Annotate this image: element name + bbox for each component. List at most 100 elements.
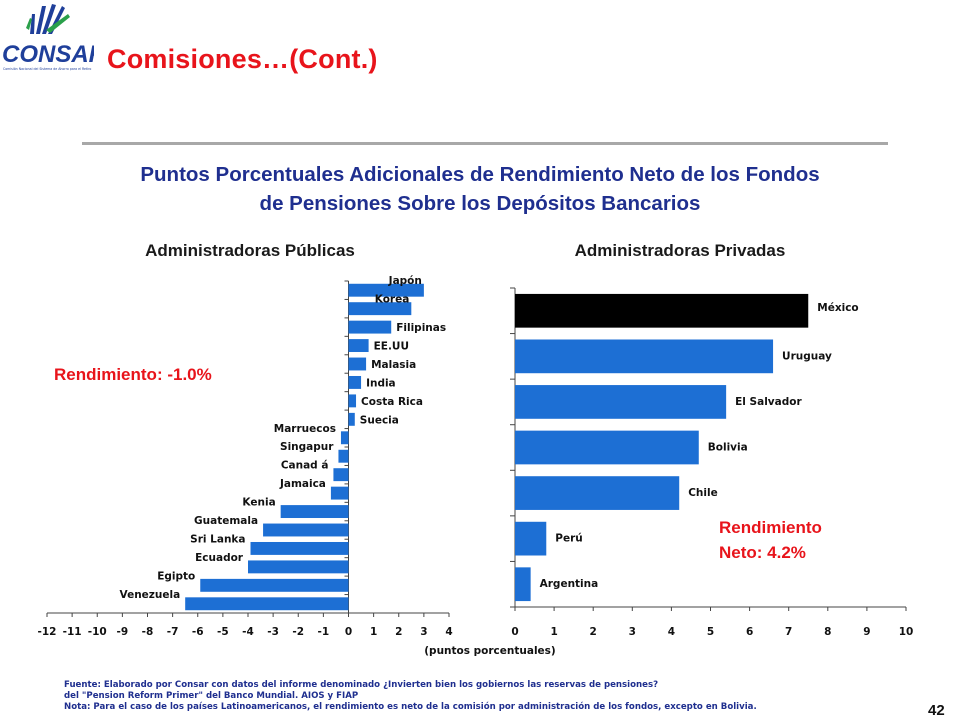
right-x-tick-label: 8 bbox=[824, 626, 831, 638]
right-bar-label: Chile bbox=[688, 487, 718, 499]
right-x-tick-label: 9 bbox=[863, 626, 870, 638]
right-x-tick-label: 0 bbox=[511, 626, 518, 638]
left-bar-label: Korea bbox=[375, 294, 410, 306]
left-x-tick-label: 3 bbox=[420, 626, 427, 638]
left-bar bbox=[348, 339, 369, 353]
left-bar-label: Malasia bbox=[371, 359, 416, 371]
left-bar-label: Filipinas bbox=[396, 322, 446, 334]
left-bar bbox=[248, 560, 349, 574]
right-x-tick-label: 2 bbox=[590, 626, 597, 638]
right-bar bbox=[515, 385, 727, 419]
left-bar-label: Singapur bbox=[280, 441, 334, 453]
left-bar bbox=[348, 375, 362, 389]
left-bar-label: EE.UU bbox=[374, 341, 409, 353]
left-bar bbox=[185, 597, 349, 611]
right-x-tick-label: 1 bbox=[550, 626, 557, 638]
right-bar bbox=[515, 476, 680, 510]
footnote-line-3: Nota: Para el caso de los países Latinoa… bbox=[64, 702, 757, 712]
right-bar-label: Uruguay bbox=[782, 350, 832, 362]
left-bar-label: Jamaica bbox=[279, 478, 326, 490]
left-chart-title: Administradoras Públicas bbox=[145, 241, 355, 260]
right-bar bbox=[515, 567, 531, 602]
headline-line-2: de Pensiones Sobre los Depósitos Bancari… bbox=[259, 192, 701, 215]
right-chart-title: Administradoras Privadas bbox=[574, 241, 786, 260]
logo-text: CONSAR bbox=[2, 41, 94, 68]
left-bar bbox=[250, 541, 349, 555]
left-x-tick-label: -4 bbox=[242, 626, 254, 638]
left-x-tick-label: -5 bbox=[217, 626, 229, 638]
right-bar bbox=[515, 293, 809, 328]
left-bar bbox=[348, 320, 392, 334]
left-bar bbox=[200, 578, 349, 592]
left-chart: Japón Korea Filipinas EE.UU Malasia India Cost… bbox=[38, 275, 453, 638]
left-x-tick-label: 0 bbox=[345, 626, 352, 638]
left-bar-label: Sri Lanka bbox=[190, 533, 245, 545]
right-bar bbox=[515, 521, 547, 556]
page-number: 42 bbox=[928, 702, 945, 719]
left-bar-label: Japón bbox=[388, 275, 422, 287]
right-bar-label: México bbox=[817, 302, 858, 314]
left-bar bbox=[348, 283, 424, 297]
headline: Puntos Porcentuales Adicionales de Rendi… bbox=[40, 160, 920, 218]
left-x-tick-label: -2 bbox=[292, 626, 304, 638]
left-x-tick-label: -11 bbox=[63, 626, 82, 638]
left-x-tick-label: -6 bbox=[192, 626, 204, 638]
left-x-tick-label: -10 bbox=[88, 626, 107, 638]
left-bar-label: Ecuador bbox=[195, 552, 244, 564]
right-bar-label: Bolivia bbox=[708, 442, 748, 454]
left-summary: Rendimiento: -1.0% bbox=[54, 365, 212, 384]
left-bar-label: Suecia bbox=[360, 414, 399, 426]
right-bar bbox=[515, 339, 774, 374]
left-x-tick-label: -9 bbox=[117, 626, 129, 638]
left-x-tick-label: 2 bbox=[395, 626, 402, 638]
right-summary-line-2: Neto: 4.2% bbox=[719, 543, 806, 562]
left-bar-label: Venezuela bbox=[120, 589, 181, 601]
left-x-tick-label: 1 bbox=[370, 626, 377, 638]
left-bar bbox=[280, 505, 349, 519]
left-bar bbox=[348, 357, 367, 371]
left-bar bbox=[263, 523, 349, 537]
right-x-tick-label: 7 bbox=[785, 626, 792, 638]
right-x-tick-label: 3 bbox=[629, 626, 636, 638]
right-x-tick-label: 4 bbox=[668, 626, 675, 638]
left-bar bbox=[348, 394, 357, 408]
left-x-tick-label: -3 bbox=[267, 626, 279, 638]
right-summary-line-1: Rendimiento bbox=[719, 518, 822, 537]
footnote-line-2: del "Pension Reform Primer" del Banco Mu… bbox=[64, 691, 359, 701]
divider bbox=[82, 142, 888, 145]
left-x-tick-label: -8 bbox=[142, 626, 154, 638]
left-bar bbox=[348, 302, 412, 316]
left-bar bbox=[338, 449, 349, 463]
consar-logo: CONSAR Comisión Nacional del Sistema de … bbox=[2, 0, 107, 80]
footnote-line-1: Fuente: Elaborado por Consar con datos d… bbox=[64, 680, 659, 690]
right-x-tick-label: 6 bbox=[746, 626, 753, 638]
right-bar bbox=[515, 430, 699, 465]
left-bar-label: India bbox=[366, 377, 396, 389]
left-x-tick-label: -7 bbox=[167, 626, 179, 638]
left-x-tick-label: 4 bbox=[445, 626, 452, 638]
x-axis-label: (puntos porcentuales) bbox=[424, 645, 555, 657]
right-summary: Rendimiento Neto: 4.2% bbox=[719, 515, 822, 565]
consar-emblem-icon: CONSAR Comisión Nacional del Sistema de … bbox=[2, 4, 107, 71]
left-bar-label: Canad á bbox=[281, 460, 329, 472]
left-bar-label: Guatemala bbox=[194, 515, 258, 527]
left-x-tick-label: -1 bbox=[318, 626, 330, 638]
right-bar-label: El Salvador bbox=[735, 396, 802, 408]
left-bar-label: Costa Rica bbox=[361, 396, 423, 408]
right-x-tick-label: 5 bbox=[707, 626, 714, 638]
logo-subtext: Comisión Nacional del Sistema de Ahorro … bbox=[3, 67, 91, 71]
footnote: Fuente: Elaborado por Consar con datos d… bbox=[64, 680, 904, 713]
left-bar bbox=[333, 468, 349, 482]
left-bar-label: Egipto bbox=[157, 570, 195, 582]
right-bar-label: Perú bbox=[555, 533, 582, 545]
right-chart: México Uruguay El Salvador Bolivia Chile Perú… bbox=[424, 287, 913, 657]
headline-line-1: Puntos Porcentuales Adicionales de Rendi… bbox=[140, 163, 820, 186]
slide-title: Comisiones…(Cont.) bbox=[107, 44, 378, 74]
right-bar-label: Argentina bbox=[540, 578, 599, 590]
left-x-tick-label: -12 bbox=[38, 626, 57, 638]
left-bar bbox=[348, 412, 355, 426]
left-bar bbox=[340, 431, 349, 445]
left-bar-label: Kenia bbox=[242, 497, 275, 509]
left-bar-label: Marruecos bbox=[274, 423, 336, 435]
